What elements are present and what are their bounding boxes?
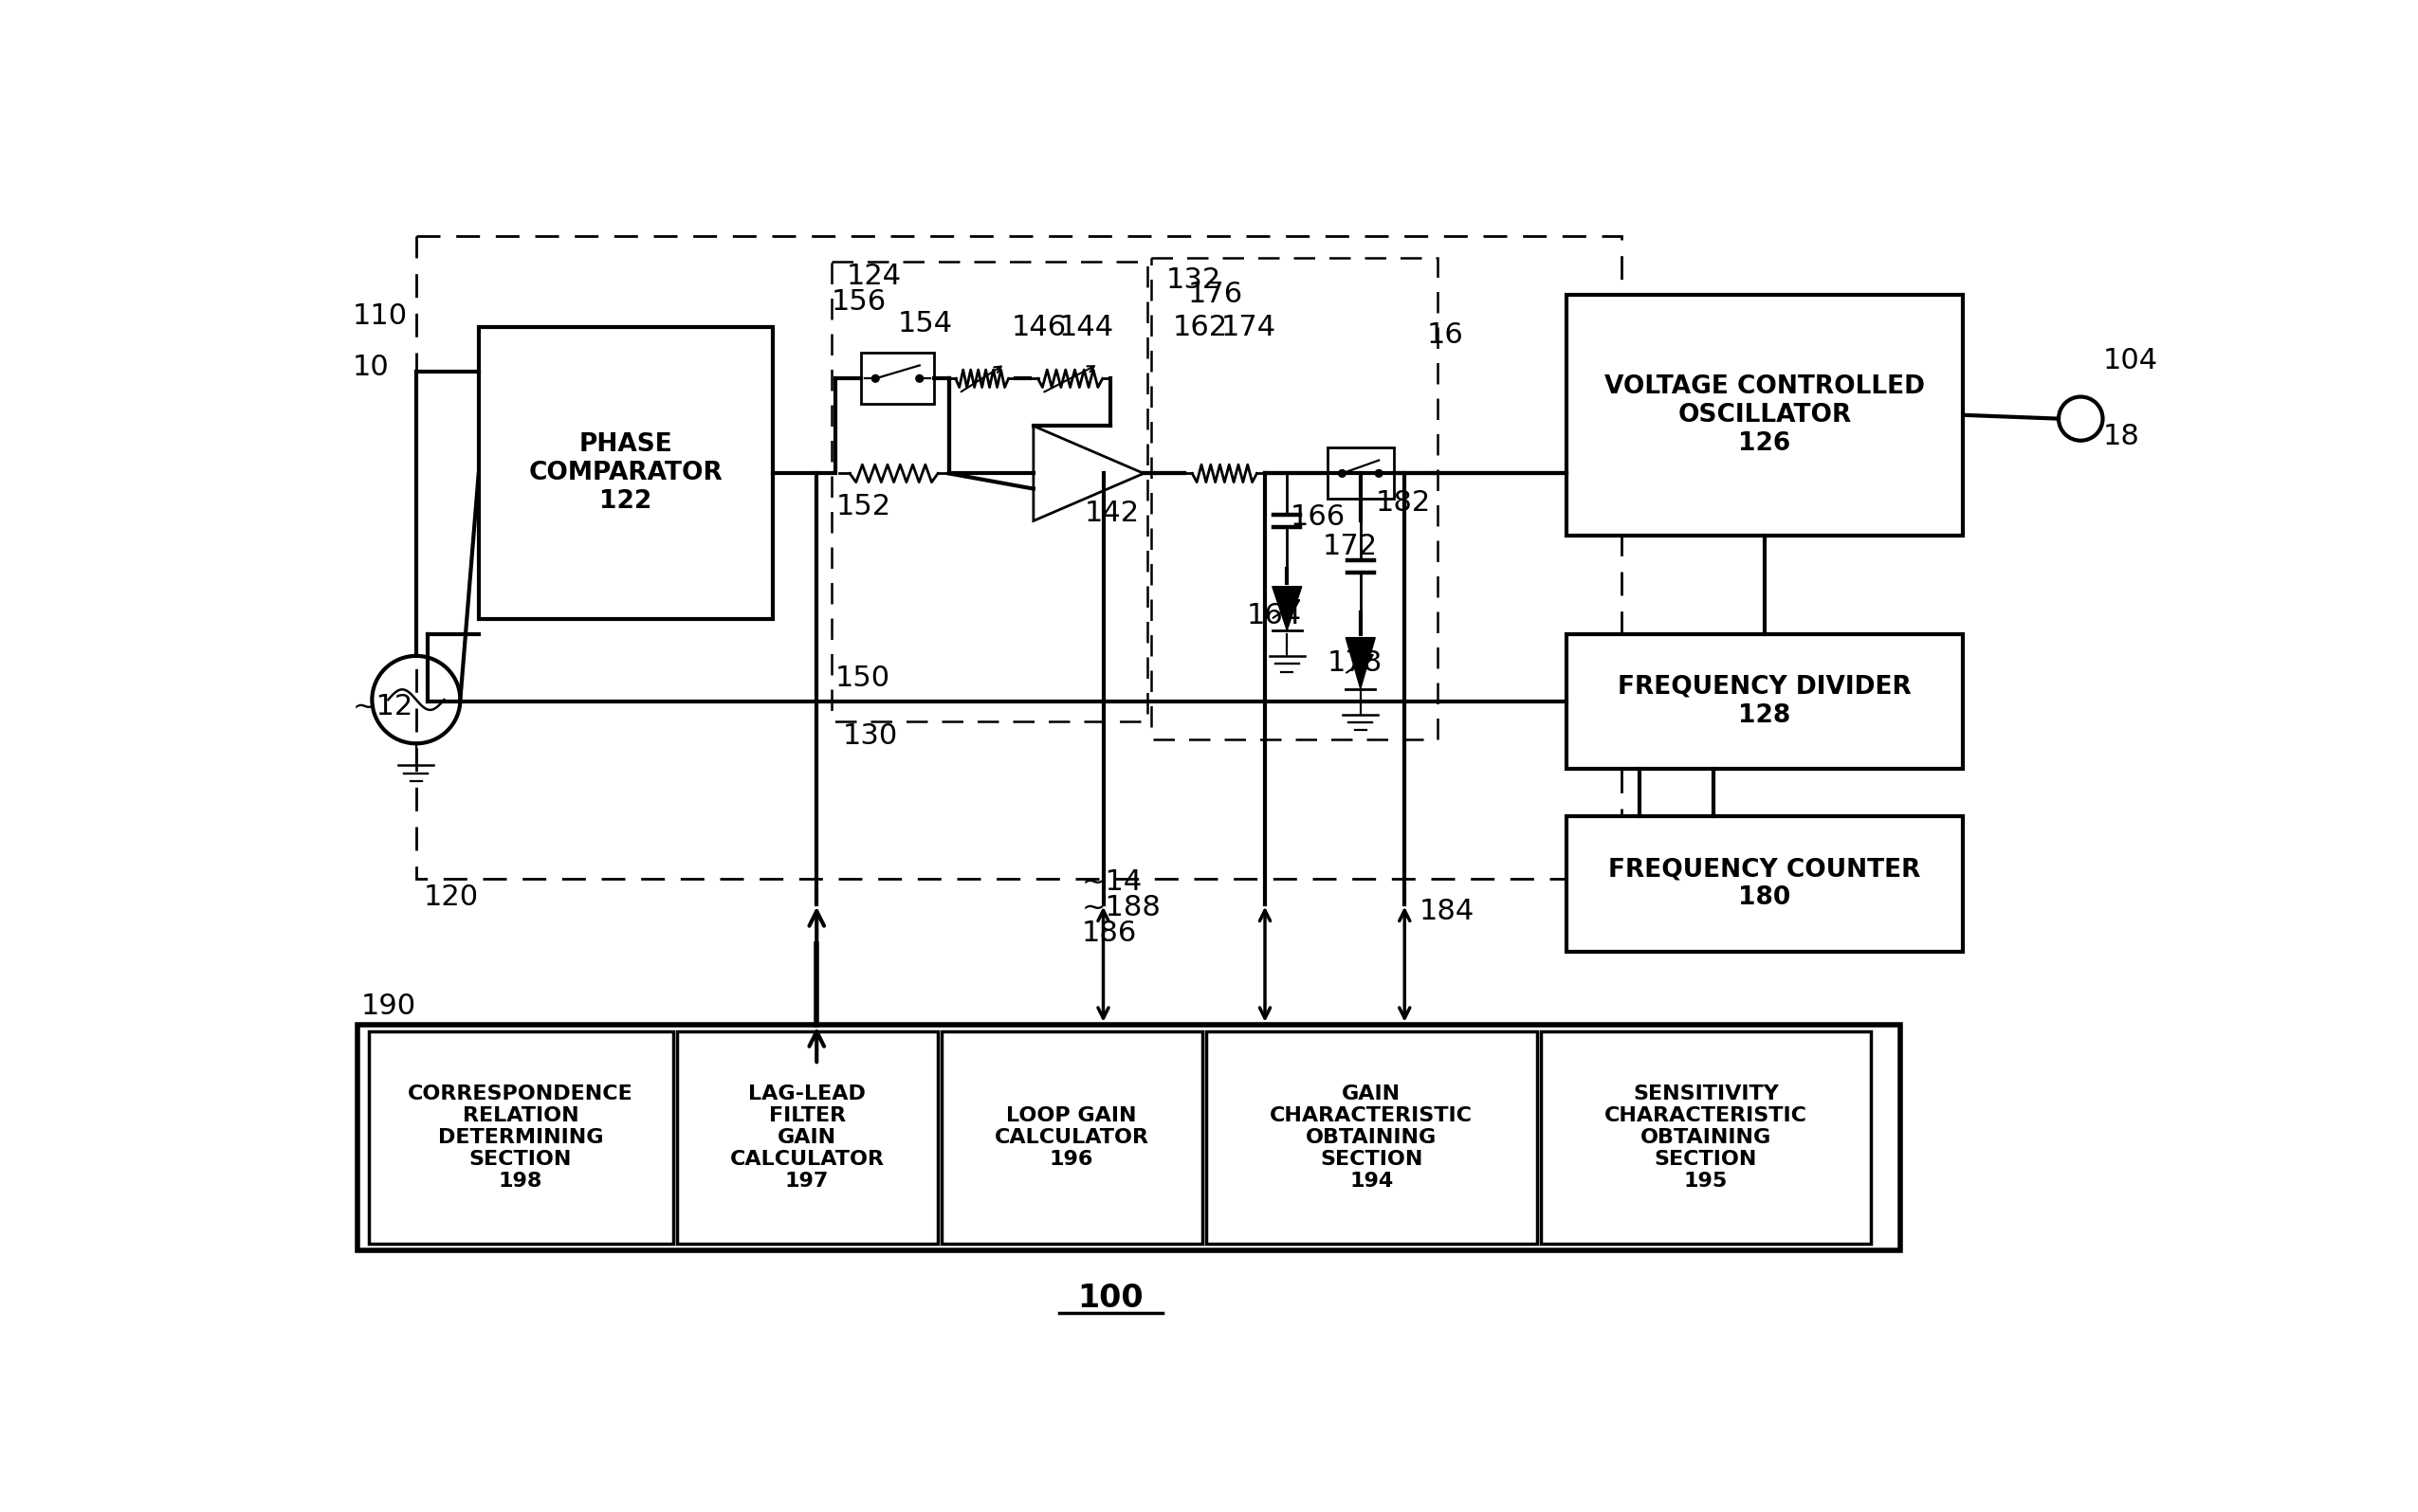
Bar xyxy=(416,236,1622,878)
Text: CORRESPONDENCE
RELATION
DETERMINING
SECTION
198: CORRESPONDENCE RELATION DETERMINING SECT… xyxy=(409,1084,634,1191)
Circle shape xyxy=(1340,470,1347,478)
Polygon shape xyxy=(1347,638,1376,689)
Bar xyxy=(358,1025,1901,1250)
Text: 178: 178 xyxy=(1327,650,1383,677)
Text: 184: 184 xyxy=(1419,898,1475,925)
Text: 124: 124 xyxy=(846,263,902,290)
Text: 166: 166 xyxy=(1291,503,1347,531)
Bar xyxy=(677,1031,938,1243)
Text: PHASE
COMPARATOR
122: PHASE COMPARATOR 122 xyxy=(530,432,723,514)
Text: 142: 142 xyxy=(1086,500,1139,528)
Bar xyxy=(1151,259,1439,739)
Text: LOOP GAIN
CALCULATOR
196: LOOP GAIN CALCULATOR 196 xyxy=(994,1107,1149,1169)
Text: LAG-LEAD
FILTER
GAIN
CALCULATOR
197: LAG-LEAD FILTER GAIN CALCULATOR 197 xyxy=(730,1084,885,1191)
Text: 190: 190 xyxy=(360,992,416,1021)
Text: ~188: ~188 xyxy=(1081,894,1161,921)
Text: 120: 120 xyxy=(423,883,479,910)
Bar xyxy=(1567,634,1963,770)
Text: 104: 104 xyxy=(2104,346,2157,373)
Text: 16: 16 xyxy=(1427,321,1463,348)
Circle shape xyxy=(916,375,924,383)
Text: FREQUENCY DIVIDER
128: FREQUENCY DIVIDER 128 xyxy=(1618,674,1913,727)
Bar xyxy=(1567,295,1963,535)
Text: 154: 154 xyxy=(897,310,953,337)
Text: 152: 152 xyxy=(837,493,890,520)
Circle shape xyxy=(873,375,880,383)
Text: 130: 130 xyxy=(841,723,897,750)
Text: 100: 100 xyxy=(1078,1282,1144,1314)
Text: 172: 172 xyxy=(1323,532,1378,559)
Bar xyxy=(1327,448,1393,499)
Bar xyxy=(1207,1031,1538,1243)
Text: VOLTAGE CONTROLLED
OSCILLATOR
126: VOLTAGE CONTROLLED OSCILLATOR 126 xyxy=(1606,375,1925,455)
Text: 176: 176 xyxy=(1187,281,1243,308)
Text: 18: 18 xyxy=(2104,423,2140,451)
Bar xyxy=(832,262,1149,721)
Text: 146: 146 xyxy=(1011,313,1066,342)
Text: SENSITIVITY
CHARACTERISTIC
OBTAINING
SECTION
195: SENSITIVITY CHARACTERISTIC OBTAINING SEC… xyxy=(1606,1084,1806,1191)
Text: FREQUENCY COUNTER
180: FREQUENCY COUNTER 180 xyxy=(1608,857,1920,910)
Text: 150: 150 xyxy=(834,664,890,691)
Polygon shape xyxy=(1272,587,1301,631)
Bar xyxy=(368,1031,672,1243)
Text: 10: 10 xyxy=(353,354,389,381)
Bar xyxy=(1540,1031,1872,1243)
Text: 174: 174 xyxy=(1221,313,1277,342)
Text: GAIN
CHARACTERISTIC
OBTAINING
SECTION
194: GAIN CHARACTERISTIC OBTAINING SECTION 19… xyxy=(1269,1084,1473,1191)
Text: 132: 132 xyxy=(1165,266,1221,293)
Text: ~12: ~12 xyxy=(353,692,413,721)
Text: 164: 164 xyxy=(1248,602,1301,629)
Text: 156: 156 xyxy=(832,289,887,316)
Bar xyxy=(479,328,774,620)
Circle shape xyxy=(1376,470,1383,478)
Bar xyxy=(1567,816,1963,951)
Text: 162: 162 xyxy=(1173,313,1228,342)
Bar xyxy=(941,1031,1202,1243)
Bar xyxy=(861,352,933,404)
Text: 110: 110 xyxy=(353,302,406,330)
Text: 144: 144 xyxy=(1059,313,1115,342)
Text: ~14: ~14 xyxy=(1081,868,1141,897)
Text: 186: 186 xyxy=(1081,919,1136,947)
Text: 182: 182 xyxy=(1376,488,1431,517)
